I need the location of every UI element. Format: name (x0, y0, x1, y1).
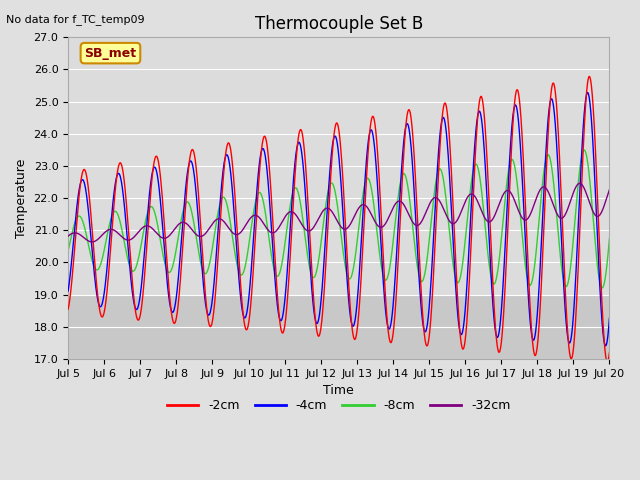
X-axis label: Time: Time (323, 384, 354, 397)
Title: Thermocouple Set B: Thermocouple Set B (255, 15, 423, 33)
Y-axis label: Temperature: Temperature (15, 158, 28, 238)
Bar (68, 295, 609, 359)
Legend: -2cm, -4cm, -8cm, -32cm: -2cm, -4cm, -8cm, -32cm (162, 394, 516, 417)
Text: No data for f_TC_temp09: No data for f_TC_temp09 (6, 14, 145, 25)
Text: SB_met: SB_met (84, 47, 136, 60)
